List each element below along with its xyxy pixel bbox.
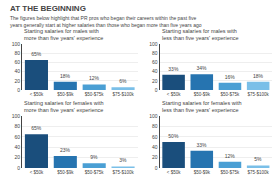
svg-text:$50-$9k: $50-$9k	[194, 170, 211, 175]
svg-text:$75-$100k: $75-$100k	[248, 170, 270, 175]
svg-text:40: 40	[152, 144, 158, 150]
svg-text:100: 100	[149, 113, 158, 119]
svg-text:40: 40	[14, 68, 20, 74]
svg-text:23%: 23%	[60, 147, 71, 153]
svg-text:40: 40	[14, 144, 20, 150]
svg-text:100: 100	[149, 41, 158, 47]
svg-text:100: 100	[12, 113, 21, 119]
svg-text:0: 0	[17, 165, 20, 171]
svg-text:34%: 34%	[197, 65, 208, 71]
svg-text:33%: 33%	[197, 142, 208, 148]
svg-text:AT THE BEGINNING: AT THE BEGINNING	[10, 4, 86, 13]
svg-text:60: 60	[14, 59, 20, 65]
svg-text:0: 0	[17, 87, 20, 93]
svg-text:16%: 16%	[225, 74, 236, 80]
svg-text:< $50k: < $50k	[30, 92, 44, 97]
svg-text:$50-$9k: $50-$9k	[194, 92, 211, 97]
svg-text:65%: 65%	[31, 51, 42, 57]
svg-text:20: 20	[152, 78, 158, 84]
svg-text:20: 20	[14, 78, 20, 84]
svg-text:100: 100	[12, 41, 21, 47]
svg-text:The figures below highlight th: The figures below highlight that PR pros…	[10, 15, 202, 28]
svg-text:60: 60	[152, 59, 158, 65]
svg-text:$75-$100k: $75-$100k	[112, 170, 134, 175]
svg-text:< $50k: < $50k	[30, 170, 44, 175]
svg-text:Starting salaries for males wi: Starting salaries for males withmore tha…	[24, 28, 103, 41]
svg-text:Starting salaries for females: Starting salaries for females withmore t…	[24, 100, 103, 113]
svg-text:0: 0	[155, 165, 158, 171]
svg-text:50%: 50%	[168, 133, 179, 139]
svg-text:33%: 33%	[168, 66, 179, 72]
svg-text:$50-$75k: $50-$75k	[85, 170, 105, 175]
svg-text:80: 80	[152, 123, 158, 129]
svg-text:60: 60	[152, 134, 158, 140]
svg-text:$75-$100k: $75-$100k	[112, 92, 134, 97]
svg-text:< $50k: < $50k	[167, 92, 181, 97]
svg-text:9%: 9%	[90, 154, 98, 160]
svg-text:$50-$75k: $50-$75k	[221, 92, 241, 97]
svg-text:5%: 5%	[254, 156, 262, 162]
svg-text:80: 80	[14, 123, 20, 129]
svg-text:20: 20	[152, 154, 158, 160]
svg-text:60: 60	[14, 134, 20, 140]
svg-text:18%: 18%	[253, 73, 264, 79]
svg-text:12%: 12%	[225, 153, 236, 159]
svg-text:80: 80	[14, 50, 20, 56]
svg-text:Starting salaries for males wi: Starting salaries for males withless tha…	[162, 28, 239, 41]
svg-text:3%: 3%	[119, 157, 127, 163]
svg-text:65%: 65%	[31, 125, 42, 131]
svg-text:40: 40	[152, 68, 158, 74]
svg-text:12%: 12%	[89, 75, 100, 81]
svg-text:$75-$100k: $75-$100k	[248, 92, 270, 97]
svg-text:0: 0	[155, 87, 158, 93]
svg-text:20: 20	[14, 154, 20, 160]
svg-text:80: 80	[152, 50, 158, 56]
svg-text:6%: 6%	[119, 78, 127, 84]
svg-text:< $50k: < $50k	[167, 170, 181, 175]
svg-text:$50-$9k: $50-$9k	[57, 170, 74, 175]
svg-text:$50-$9k: $50-$9k	[57, 92, 74, 97]
svg-text:$50-$75k: $50-$75k	[221, 170, 241, 175]
svg-text:18%: 18%	[60, 73, 71, 79]
svg-text:Starting salaries for females: Starting salaries for females withless t…	[162, 100, 241, 113]
svg-text:$50-$75k: $50-$75k	[85, 92, 105, 97]
